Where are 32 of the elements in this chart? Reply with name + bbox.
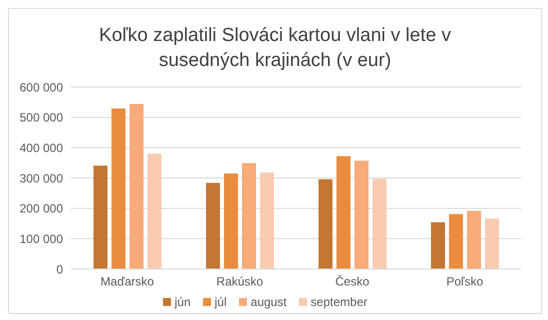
chart-title: Koľko zaplatili Slováci kartou vlani v lete v susedných krajinách (v eur) bbox=[98, 24, 452, 73]
bar bbox=[336, 156, 350, 269]
legend-label: jún bbox=[173, 295, 191, 309]
y-tick-label: 500 000 bbox=[20, 110, 64, 125]
bar bbox=[431, 222, 445, 269]
bar bbox=[449, 214, 463, 269]
bar bbox=[94, 166, 108, 269]
x-tick-label: Maďarsko bbox=[100, 274, 154, 289]
legend-label: august bbox=[250, 295, 287, 309]
bar bbox=[467, 210, 481, 269]
bar bbox=[224, 173, 238, 269]
x-tick-label: Poľsko bbox=[446, 274, 484, 289]
legend-label: júl bbox=[213, 295, 227, 309]
bar bbox=[112, 108, 126, 269]
legend-label: september bbox=[310, 295, 368, 309]
bar bbox=[372, 178, 386, 269]
bar bbox=[354, 160, 368, 269]
bar bbox=[130, 104, 144, 269]
bar bbox=[318, 179, 332, 269]
bar bbox=[148, 154, 162, 269]
x-tick-label: Česko bbox=[335, 274, 370, 289]
bar bbox=[260, 172, 274, 269]
y-tick-label: 0 bbox=[56, 262, 64, 276]
x-tick-label: Rakúsko bbox=[216, 274, 264, 289]
y-tick-label: 200 000 bbox=[20, 202, 64, 216]
bar bbox=[206, 182, 220, 269]
bar bbox=[242, 163, 256, 269]
y-tick-label: 400 000 bbox=[20, 140, 64, 155]
y-tick-label: 100 000 bbox=[20, 232, 64, 246]
y-tick-label: 600 000 bbox=[20, 80, 64, 94]
y-tick-label: 300 000 bbox=[20, 171, 64, 186]
bar bbox=[485, 218, 499, 269]
